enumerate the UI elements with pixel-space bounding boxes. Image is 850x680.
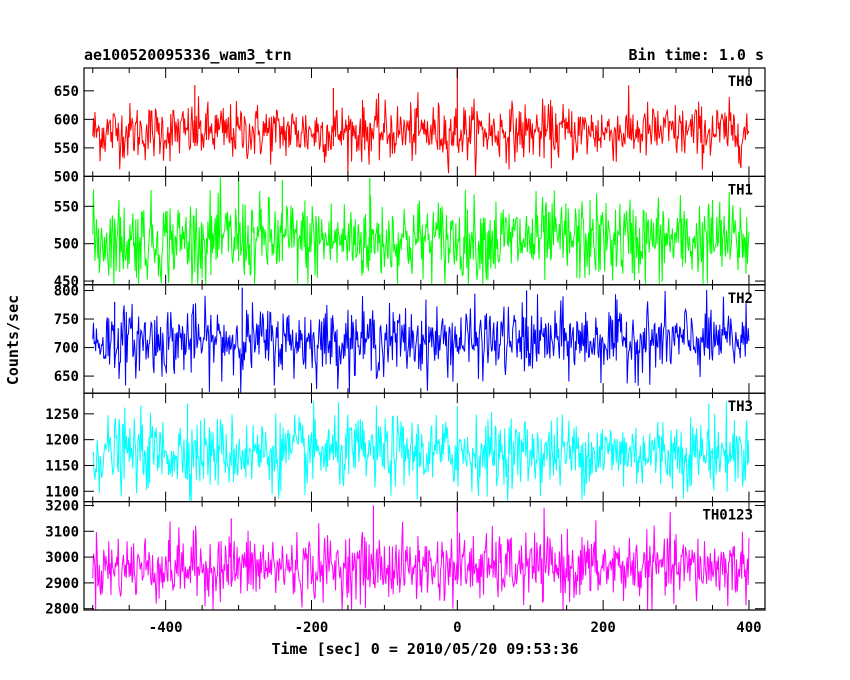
panel-label-th1: TH1 xyxy=(728,182,753,198)
y-tick-label-th1-500: 500 xyxy=(54,237,79,253)
panel-label-th3: TH3 xyxy=(728,399,753,415)
x-axis-label-text: Time [sec] 0 = 2010/05/20 09:53:36 xyxy=(271,640,579,658)
y-tick-label-th0-600: 600 xyxy=(54,112,79,128)
series-line-th1 xyxy=(92,177,750,285)
y-tick-label-th0-650: 650 xyxy=(54,84,79,100)
x-tick-label-200: 200 xyxy=(590,620,615,636)
y-tick-label-th3-1150: 1150 xyxy=(45,458,79,474)
y-tick-label-th2-750: 750 xyxy=(54,312,79,328)
y-tick-label-th2-800: 800 xyxy=(54,284,79,300)
x-tick-label-400: 400 xyxy=(736,620,761,636)
y-tick-label-th0-550: 550 xyxy=(54,141,79,157)
chart-title: ae100520095336_wam3_trn xyxy=(84,46,292,64)
series-line-th3 xyxy=(92,400,750,502)
bin-time-label: Bin time: 1.0 s xyxy=(628,46,764,64)
panel-label-th0123: TH0123 xyxy=(702,508,753,524)
y-tick-label-th0123-3200: 3200 xyxy=(45,498,79,514)
series-line-th0 xyxy=(92,85,750,176)
x-tick-label-0: 0 xyxy=(453,620,461,636)
x-tick-label--200: -200 xyxy=(295,620,329,636)
y-tick-label-th1-550: 550 xyxy=(54,199,79,215)
panel-label-th0: TH0 xyxy=(728,74,753,90)
y-tick-label-th0123-2800: 2800 xyxy=(45,602,79,618)
series-line-th0123 xyxy=(92,507,750,610)
y-tick-label-th0123-3000: 3000 xyxy=(45,550,79,566)
y-tick-label-th3-1250: 1250 xyxy=(45,407,79,423)
panel-label-th2: TH2 xyxy=(728,291,753,307)
series-line-th2 xyxy=(92,289,750,393)
x-tick-label--400: -400 xyxy=(149,620,183,636)
panel-frame-th0123 xyxy=(83,501,766,611)
y-tick-label-th0123-2900: 2900 xyxy=(45,576,79,592)
x-axis-label: Time [sec] 0 = 2010/05/20 09:53:36 xyxy=(0,640,850,658)
y-tick-label-th0-500: 500 xyxy=(54,169,79,185)
y-tick-label-th3-1100: 1100 xyxy=(45,484,79,500)
y-tick-label-th0123-3100: 3100 xyxy=(45,524,79,540)
y-tick-label-th3-1200: 1200 xyxy=(45,433,79,449)
y-tick-label-th2-650: 650 xyxy=(54,369,79,385)
y-tick-label-th1-450: 450 xyxy=(54,274,79,290)
y-tick-label-th2-700: 700 xyxy=(54,341,79,357)
